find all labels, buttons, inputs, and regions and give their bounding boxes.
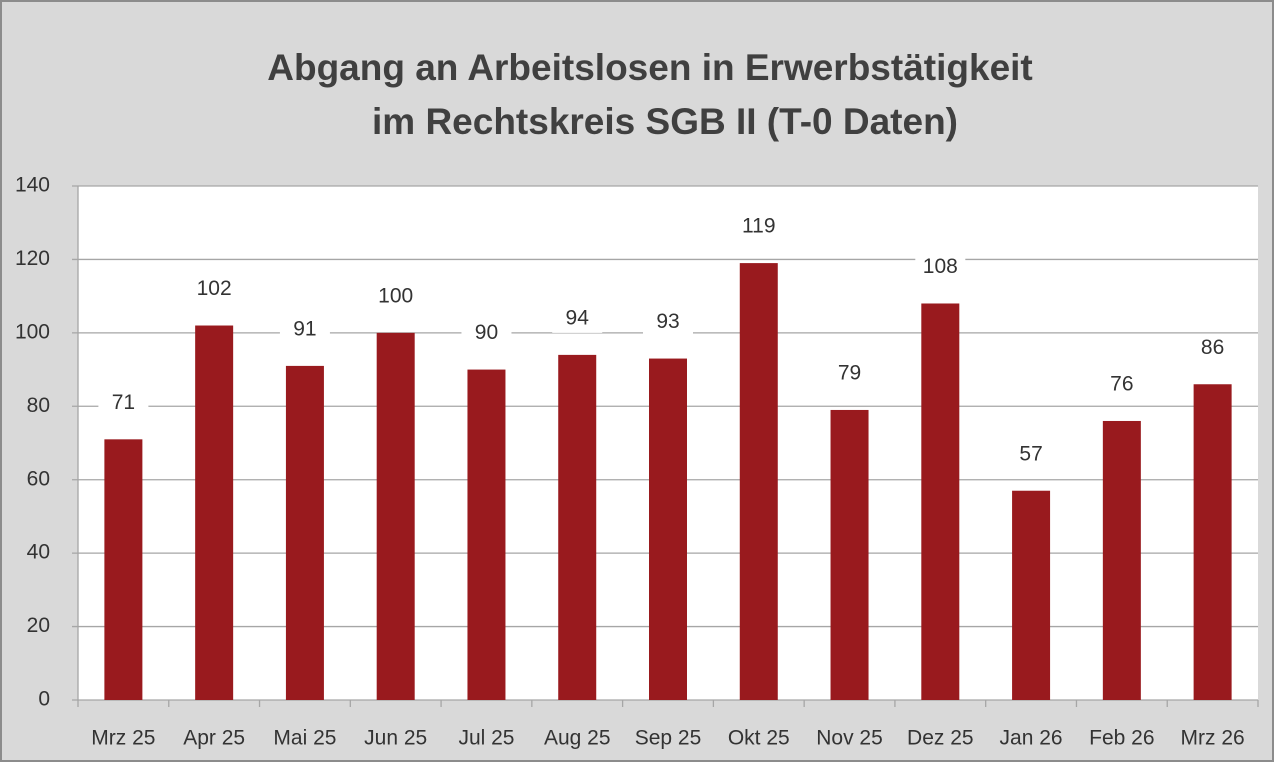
bar [649,358,687,700]
bar [1012,490,1051,700]
data-label-background [1096,370,1147,399]
data-label-background [461,319,512,348]
data-label: 102 [197,277,232,300]
data-label-background [552,304,603,333]
data-label-background [915,253,966,282]
x-tick-label: Jun 25 [364,727,427,750]
y-tick-label: 60 [27,467,50,490]
x-tick-label: Feb 26 [1089,727,1154,750]
data-label-background [98,389,149,418]
data-label-background [189,275,240,304]
y-tick-label: 120 [15,247,50,270]
data-label-background [824,359,875,388]
data-label: 108 [923,255,958,278]
bar [467,369,506,700]
bar [104,439,143,700]
x-tick-label: Jul 25 [458,727,514,750]
bar [921,303,960,700]
data-label: 94 [566,306,590,329]
data-label-background [1187,334,1238,363]
y-tick-label: 40 [27,541,50,564]
data-label-background [1006,440,1057,469]
data-label-background [370,282,421,311]
x-tick-label: Mrz 25 [91,727,155,750]
data-label: 86 [1201,336,1224,359]
x-tick-label: Jan 26 [1000,727,1063,750]
bar [830,409,869,700]
data-label: 71 [112,391,135,414]
bar [739,263,778,700]
data-label: 90 [475,321,498,344]
bar [1193,384,1232,700]
bar [376,332,415,700]
data-label: 93 [656,310,679,333]
x-tick-label: Dez 25 [907,727,974,750]
y-tick-label: 100 [15,320,50,343]
x-tick-label: Apr 25 [183,727,245,750]
chart-title: Abgang an Arbeitslosen in Erwerbstätigke… [267,47,1033,88]
data-label: 76 [1110,373,1133,396]
data-label: 57 [1019,442,1042,465]
x-tick-label: Mrz 26 [1181,727,1245,750]
x-tick-label: Sep 25 [635,727,702,750]
bar [195,325,234,700]
data-label-background [279,315,330,344]
y-tick-label: 80 [27,394,50,417]
x-tick-label: Nov 25 [816,727,883,750]
data-label: 100 [378,284,413,307]
y-tick-label: 20 [27,614,50,637]
bar [1102,420,1141,700]
bar [285,365,324,700]
data-label-background [643,308,693,337]
chart-title: im Rechtskreis SGB II (T-0 Daten) [372,101,958,142]
bar [558,354,597,700]
x-tick-label: Aug 25 [544,727,611,750]
data-label: 119 [742,215,775,238]
data-label: 91 [293,317,316,340]
x-tick-label: Mai 25 [273,727,336,750]
y-tick-label: 0 [38,688,50,711]
data-label-background [733,213,784,242]
x-tick-label: Okt 25 [728,727,790,750]
data-label: 79 [838,362,861,385]
y-tick-label: 140 [15,174,50,197]
